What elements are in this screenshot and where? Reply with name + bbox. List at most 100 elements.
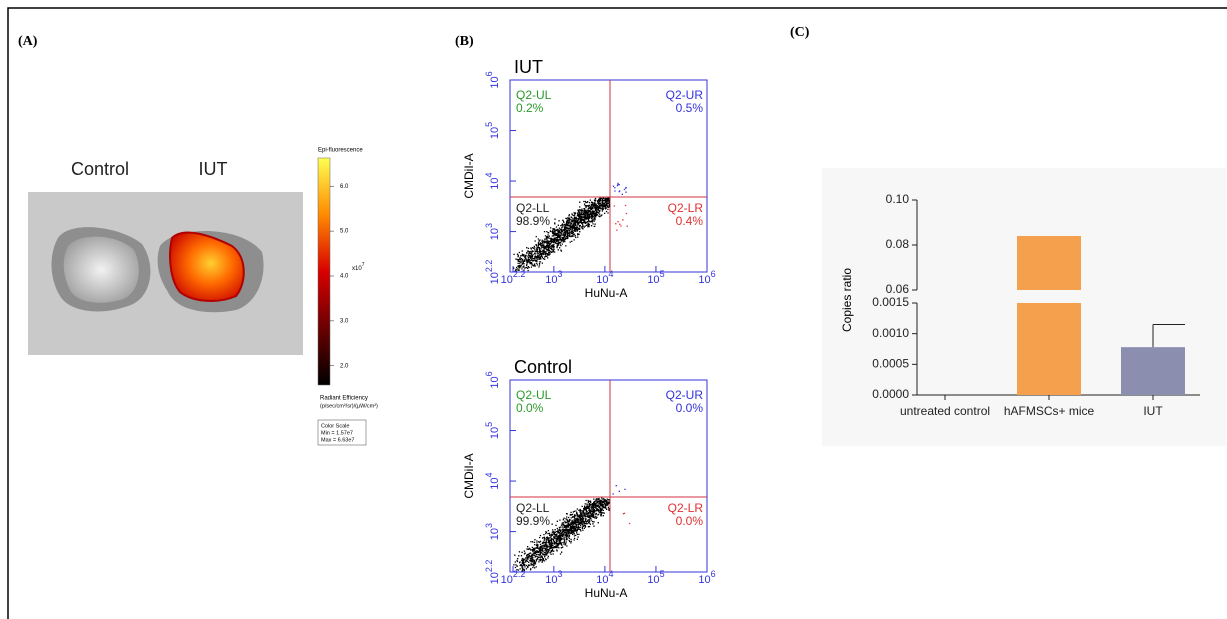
- tick-exponent: 2.2: [484, 560, 494, 573]
- tick-exponent: 3: [557, 269, 562, 279]
- quadrant-percent: 0.0%: [676, 401, 704, 415]
- x-tick-label: 105: [647, 569, 664, 586]
- multiplier: x10: [352, 266, 362, 272]
- tick-exponent: 6: [711, 269, 716, 279]
- x-tick-label: 104: [596, 569, 613, 586]
- colorbar-unit-title: Radiant Efficiency: [320, 396, 368, 402]
- tick-base: 10: [489, 477, 501, 489]
- colorbar-tick-label: 2.0: [340, 363, 349, 369]
- y-tick-label: 104: [484, 172, 501, 189]
- tissue-iut: [169, 231, 245, 302]
- x-tick-label: 103: [545, 569, 562, 586]
- y-tick-label: 105: [484, 422, 501, 439]
- quadrant-name: Q2-LR: [668, 501, 704, 515]
- colorbar-tick-label: 5.0: [340, 229, 349, 235]
- tick-base: 10: [489, 272, 501, 284]
- plot-frame: [509, 379, 708, 573]
- y-tick-label: 0.0015: [872, 295, 909, 309]
- y-tick-label: 105: [484, 122, 501, 139]
- scale-min: Min = 1.57e7: [321, 430, 353, 436]
- x-tick-label: 102.2: [501, 269, 526, 286]
- tick-base: 10: [489, 177, 501, 189]
- x-tick-label: IUT: [1143, 404, 1163, 418]
- y-tick-label: 0.0005: [872, 357, 909, 371]
- y-axis-label: Copies ratio: [840, 268, 854, 332]
- quadrant-name: Q2-LL: [516, 501, 550, 515]
- plot-frame: [509, 79, 708, 273]
- scale-box: [317, 419, 367, 446]
- y-tick-label: 106: [484, 71, 501, 88]
- tick-exponent: 5: [660, 569, 665, 579]
- quadrant-name: Q2-LR: [668, 201, 704, 215]
- group-label: Control: [71, 159, 129, 179]
- tick-base: 10: [596, 274, 608, 286]
- tick-base: 10: [501, 274, 513, 286]
- scale-title: Color Scale: [321, 423, 349, 429]
- events-lower-right: [613, 204, 628, 231]
- plot-title: IUT: [514, 57, 543, 77]
- group-label: IUT: [199, 159, 228, 179]
- x-tick-label: hAFMSCs+ mice: [1003, 404, 1095, 418]
- y-axis-label: CMDiI-A: [462, 153, 476, 198]
- y-tick-label: 106: [484, 371, 501, 388]
- tick-exponent: 4: [609, 269, 614, 279]
- x-tick-label: 102.2: [501, 569, 526, 586]
- quadrant-percent: 0.0%: [516, 401, 544, 415]
- colorbar-unit: (p/sec/cm²/sr)/(µW/cm²): [320, 403, 378, 409]
- y-tick-label: 102.2: [484, 260, 501, 285]
- colorbar-multiplier: x107: [352, 262, 365, 271]
- quadrant-percent: 98.9%: [516, 214, 550, 228]
- tick-base: 10: [489, 127, 501, 139]
- x-tick-label: 104: [596, 269, 613, 286]
- colorbar-tick-label: 6.0: [340, 184, 349, 190]
- tick-base: 10: [489, 376, 501, 388]
- panel-label: (C): [790, 25, 810, 40]
- tick-exponent: 4: [484, 172, 494, 177]
- x-tick-label: 106: [698, 569, 715, 586]
- y-tick-label: 0.0010: [872, 326, 909, 340]
- quadrant-name: Q2-UL: [516, 388, 552, 402]
- y-axis-label: CMDiI-A: [462, 453, 476, 498]
- events-upper-right: [612, 485, 626, 495]
- tick-base: 10: [545, 274, 557, 286]
- tick-exponent: 2.2: [513, 569, 526, 579]
- bar-lower: [1017, 303, 1081, 395]
- bar-upper: [1017, 236, 1081, 290]
- y-tick-label: 0.06: [886, 282, 910, 296]
- bar: [1121, 347, 1185, 395]
- tick-exponent: 4: [484, 472, 494, 477]
- tick-exponent: 2.2: [513, 269, 526, 279]
- quadrant-name: Q2-UL: [516, 88, 552, 102]
- tick-base: 10: [596, 574, 608, 586]
- tick-exponent: 5: [484, 422, 494, 427]
- y-tick-label: 103: [484, 223, 501, 240]
- quadrant-name: Q2-UR: [666, 88, 704, 102]
- tick-exponent: 6: [484, 71, 494, 76]
- tick-base: 10: [501, 574, 513, 586]
- y-tick-label: 0.0000: [872, 387, 909, 401]
- tick-base: 10: [489, 427, 501, 439]
- tick-base: 10: [489, 228, 501, 240]
- colorbar-tick-label: 3.0: [340, 318, 349, 324]
- plot-title: Control: [514, 357, 572, 377]
- x-tick-label: 105: [647, 269, 664, 286]
- events-upper-right: [612, 182, 627, 195]
- frame: [7, 7, 1227, 619]
- quadrant-percent: 0.4%: [676, 214, 704, 228]
- tick-base: 10: [545, 574, 557, 586]
- tick-exponent: 3: [484, 223, 494, 228]
- quadrant-percent: 0.0%: [676, 514, 704, 528]
- panel-label: (A): [18, 34, 38, 49]
- scale-max: Max = 6.63e7: [321, 437, 354, 443]
- colorbar-title: Epi-fluorescence: [318, 148, 363, 154]
- multiplier-exponent: 7: [362, 262, 365, 268]
- tick-base: 10: [698, 274, 710, 286]
- tick-base: 10: [489, 528, 501, 540]
- events-lower-right: [622, 512, 631, 525]
- quadrant-name: Q2-UR: [666, 388, 704, 402]
- y-tick-label: 0.10: [886, 192, 910, 206]
- events-main: [513, 197, 611, 272]
- panel-label: (B): [455, 34, 474, 49]
